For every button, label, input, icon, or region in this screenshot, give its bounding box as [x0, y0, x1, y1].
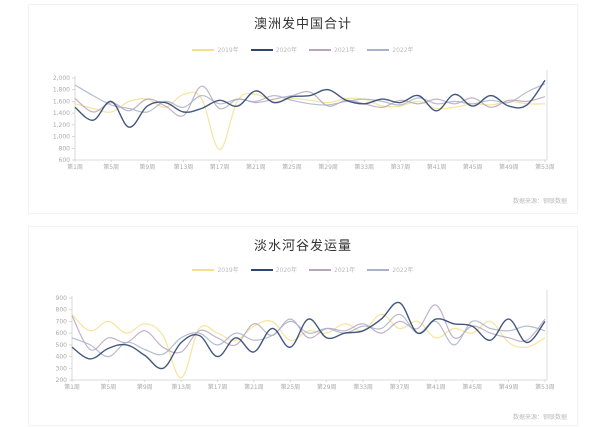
x-tick-label: 第37周 [391, 163, 411, 171]
x-tick-label: 第5周 [103, 163, 119, 171]
x-tick-label: 第53周 [535, 163, 555, 171]
legend-label: 2022年 [392, 47, 414, 54]
legend-label: 2020年 [275, 47, 297, 54]
chart-panel-australia: 澳洲发中国合计 2019年 2020年 2021年 2022年 数据来源：钢联数… [28, 4, 578, 214]
y-tick-label: 600 [56, 330, 68, 337]
series-line-2019[interactable] [71, 313, 546, 379]
x-tick-label: 第25周 [282, 163, 302, 171]
legend-item-2021[interactable]: 2021年 [309, 265, 355, 274]
y-tick-label: 900 [56, 295, 68, 302]
data-source: 数据来源：钢联数据 [512, 414, 567, 421]
x-tick-label: 第9周 [137, 383, 153, 391]
legend-swatch [192, 268, 215, 271]
legend-swatch [309, 268, 331, 271]
legend-item-2022[interactable]: 2022年 [367, 45, 414, 54]
y-tick-label: 500 [56, 342, 68, 349]
legend-label: 2022年 [392, 267, 414, 274]
legend-item-2019[interactable]: 2019年 [192, 265, 239, 274]
x-tick-label: 第21周 [246, 163, 266, 171]
x-tick-label: 第29周 [317, 383, 337, 391]
legend-item-2021[interactable]: 2021年 [309, 45, 355, 54]
legend-item-2020[interactable]: 2020年 [250, 45, 297, 54]
legend-item-2020[interactable]: 2020年 [250, 265, 297, 274]
x-tick-label: 第13周 [171, 383, 191, 391]
x-tick-label: 第5周 [100, 383, 116, 391]
x-tick-label: 第1周 [67, 163, 83, 171]
chart-legend: 2019年 2020年 2021年 2022年 [29, 265, 577, 274]
data-source: 数据来源：钢联数据 [512, 198, 567, 205]
legend-label: 2021年 [334, 267, 356, 274]
legend-label: 2021年 [334, 47, 356, 54]
chart-2: 200 300 400 500 600 700 800 900 第1周 第5周 第9周 第13周 第17… [56, 290, 555, 391]
x-tick-label: 第45周 [463, 163, 483, 171]
legend-label: 2020年 [275, 267, 297, 274]
y-tick-label: 200 [56, 377, 68, 384]
y-tick-label: 1,800 [53, 87, 70, 94]
y-tick-label: 400 [56, 354, 68, 361]
series-line-2019[interactable] [74, 91, 546, 151]
x-tick-label: 第41周 [427, 163, 447, 171]
y-tick-label: 2,000 [53, 75, 70, 82]
x-tick-label: 第49周 [499, 163, 519, 171]
chart-1: 600 800 1,000 1,200 1,400 1,600 1,800 2,000 第1周 第… [53, 70, 555, 171]
x-tick-label: 第13周 [174, 163, 194, 171]
legend-swatch [367, 48, 390, 51]
x-tick-label: 第45周 [462, 383, 482, 391]
y-tick-label: 800 [56, 307, 68, 314]
x-tick-label: 第53周 [535, 383, 555, 391]
legend-item-2019[interactable]: 2019年 [192, 45, 239, 54]
x-tick-label: 第33周 [354, 163, 374, 171]
y-tick-label: 1,600 [53, 98, 70, 105]
chart-title: 澳洲发中国合计 [253, 17, 352, 32]
y-tick-label: 700 [56, 318, 68, 325]
x-tick-label: 第33周 [353, 383, 373, 391]
y-tick-label: 1,200 [53, 122, 70, 129]
x-tick-label: 第29周 [318, 163, 338, 171]
legend-item-2022[interactable]: 2022年 [367, 265, 414, 274]
y-tick-label: 300 [56, 365, 68, 372]
chart-title: 淡水河谷发运量 [253, 239, 352, 254]
x-tick-label: 第9周 [139, 163, 155, 171]
x-tick-label: 第21周 [244, 383, 264, 391]
legend-label: 2019年 [217, 47, 239, 54]
legend-label: 2019年 [217, 267, 239, 274]
series-line-2021[interactable] [74, 85, 546, 117]
x-tick-label: 第25周 [280, 383, 300, 391]
y-tick-label: 1,400 [53, 110, 70, 117]
x-tick-label: 第41周 [426, 383, 446, 391]
x-tick-label: 第17周 [208, 383, 228, 391]
y-tick-label: 600 [59, 157, 71, 164]
legend-swatch [250, 48, 273, 51]
series-line-2020[interactable] [71, 301, 546, 370]
x-tick-label: 第49周 [499, 383, 519, 391]
legend-swatch [250, 268, 273, 271]
y-tick-label: 1,000 [53, 134, 70, 141]
x-tick-label: 第1周 [64, 383, 80, 391]
chart-legend: 2019年 2020年 2021年 2022年 [29, 45, 577, 54]
y-tick-label: 800 [59, 145, 71, 152]
series-line-2020[interactable] [74, 79, 546, 128]
legend-swatch [309, 48, 331, 51]
legend-swatch [367, 268, 390, 271]
series-line-2021[interactable] [71, 304, 546, 354]
series-line-2022[interactable] [71, 313, 546, 358]
legend-swatch [192, 48, 215, 51]
x-tick-label: 第17周 [210, 163, 230, 171]
x-tick-label: 第37周 [390, 383, 410, 391]
